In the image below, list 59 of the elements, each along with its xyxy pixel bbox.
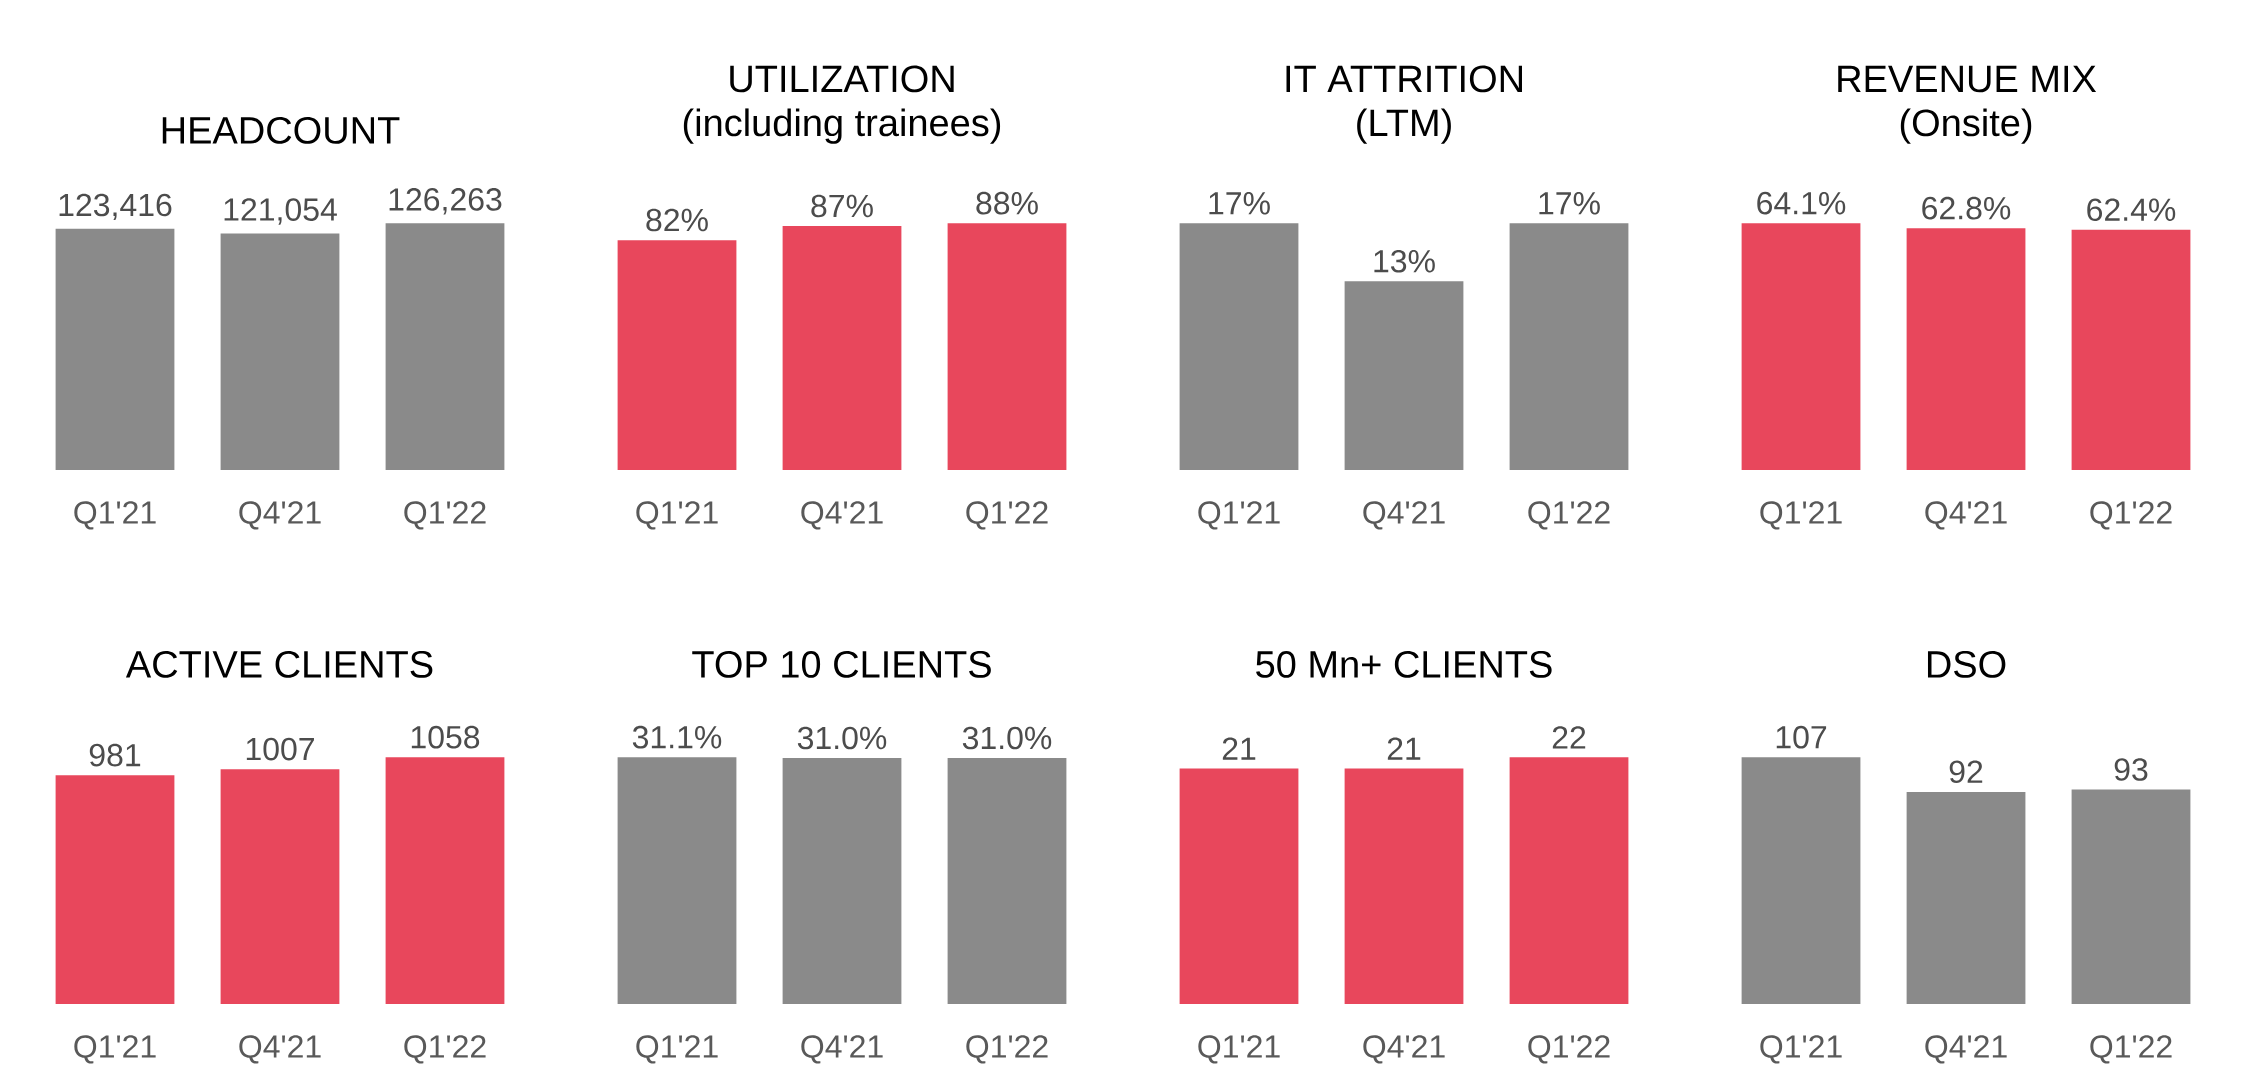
x-tick-label: Q1'22	[1528, 501, 1610, 530]
x-tick-label: Q4'21	[239, 1035, 321, 1064]
data-label: 126,263	[389, 188, 502, 215]
x-tick-label: Q1'21	[636, 1035, 718, 1064]
data-label: 31.1%	[632, 725, 722, 749]
data-label: 981	[89, 743, 141, 767]
x-tick-label: Q1'22	[966, 1035, 1048, 1064]
x-tick-label: Q1'22	[1528, 1035, 1610, 1064]
data-label: 107	[1776, 725, 1827, 749]
x-tick-label: Q1'21	[74, 501, 156, 530]
data-label: 123,416	[59, 193, 172, 221]
data-label: 21	[1387, 737, 1421, 760]
x-tick-label: Q1'21	[1198, 1035, 1280, 1064]
data-label: 31.0%	[797, 726, 887, 750]
data-label: 62.8%	[1922, 196, 2011, 220]
x-tick-label: Q1'21	[74, 1035, 156, 1064]
chart-title: UTILIZATION	[730, 65, 954, 93]
x-tick-label: Q1'21	[1760, 501, 1842, 530]
x-tick-label: Q1'21	[1198, 501, 1280, 530]
data-label: 17%	[1209, 192, 1270, 215]
x-tick-label: Q1'22	[2090, 1035, 2172, 1064]
x-tick-label: Q4'21	[801, 1035, 883, 1064]
data-label: 17%	[1539, 192, 1600, 215]
data-label: 1058	[411, 725, 480, 749]
chart-subtitle: (LTM)	[1357, 108, 1451, 144]
x-tick-label: Q4'21	[801, 501, 883, 530]
data-label: 87%	[811, 194, 873, 218]
x-tick-label: Q1'22	[2090, 501, 2172, 530]
x-tick-label: Q1'22	[404, 501, 486, 530]
x-tick-label: Q4'21	[1363, 1035, 1445, 1064]
chart-title: DSO	[1927, 650, 2006, 678]
chart-title: IT ATTRITION	[1286, 65, 1522, 93]
x-tick-label: Q1'22	[966, 501, 1048, 530]
x-tick-label: Q1'22	[404, 1035, 486, 1064]
chart-title: HEADCOUNT	[162, 116, 400, 144]
data-label: 13%	[1374, 249, 1435, 273]
data-label: 31.0%	[962, 726, 1052, 750]
data-label: 121,054	[224, 198, 337, 225]
data-label: 21	[1222, 737, 1256, 760]
data-label: 92	[1949, 760, 1983, 784]
data-label: 1007	[246, 737, 314, 761]
chart-title: ACTIVE CLIENTS	[125, 650, 433, 678]
data-label: 64.1%	[1757, 191, 1846, 215]
x-tick-label: Q4'21	[1925, 501, 2007, 530]
data-label: 82%	[646, 208, 708, 232]
chart-title: REVENUE MIX	[1838, 65, 2097, 93]
data-label: 62.4%	[2087, 198, 2176, 222]
x-tick-label: Q1'21	[1760, 1035, 1842, 1064]
x-tick-label: Q1'21	[636, 501, 718, 530]
data-label: 88%	[976, 191, 1038, 215]
data-label: 22	[1552, 726, 1586, 749]
chart-subtitle: (Onsite)	[1900, 108, 2032, 144]
chart-subtitle: (including trainees)	[683, 108, 1001, 144]
data-label: 93	[2114, 758, 2148, 781]
chart-title: 50 Mn+ CLIENTS	[1256, 650, 1552, 678]
x-tick-label: Q4'21	[239, 501, 321, 530]
x-tick-label: Q4'21	[1925, 1035, 2007, 1064]
chart-title: TOP 10 CLIENTS	[692, 650, 991, 678]
x-tick-label: Q4'21	[1363, 501, 1445, 530]
